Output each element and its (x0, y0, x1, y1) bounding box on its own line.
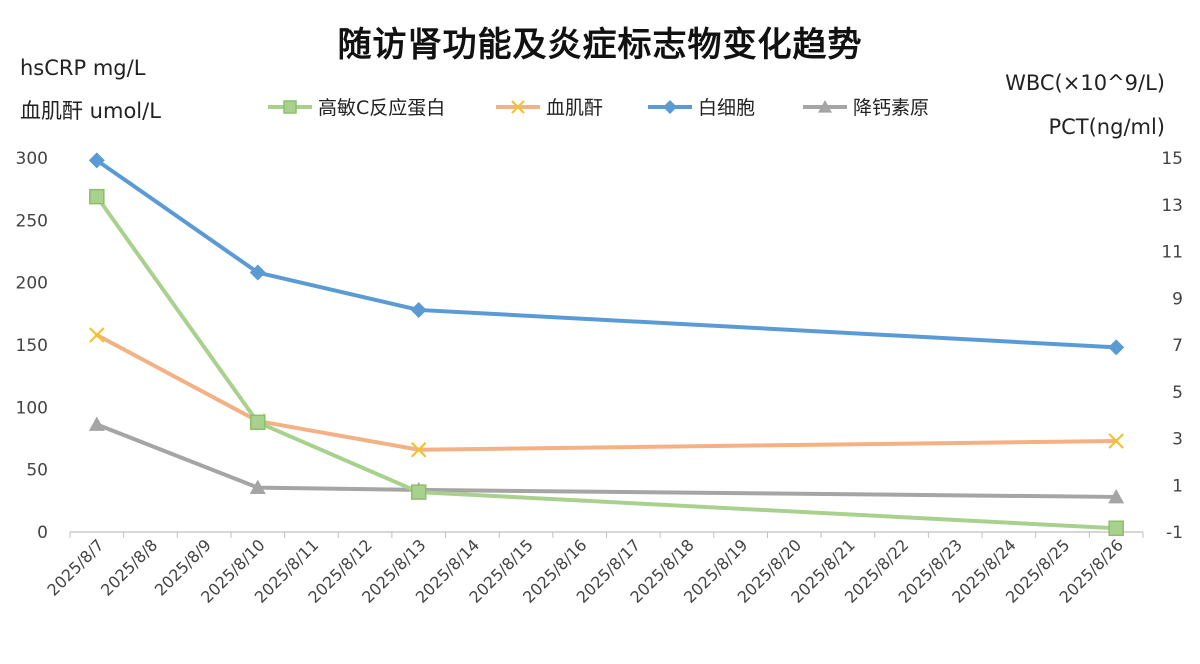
right-y-tick-label: 11 (1161, 243, 1183, 263)
data-point (249, 479, 266, 494)
series-line-2 (94, 158, 1119, 350)
right-y-tick-label: 9 (1172, 289, 1183, 309)
data-point (89, 327, 105, 343)
x-marker-stroke (1108, 433, 1124, 449)
legend-marker (818, 100, 832, 113)
axes: 2025/8/72025/8/82025/8/92025/8/102025/8/… (16, 149, 1183, 607)
right-y-tick-label: 3 (1172, 430, 1183, 450)
right-y-tick-label: 13 (1161, 196, 1183, 216)
right-axis-title-line2: PCT(ng/ml) (1048, 115, 1165, 139)
data-point (410, 441, 427, 458)
x-marker-stroke (89, 327, 105, 343)
data-point (410, 484, 427, 500)
series-line-1 (94, 333, 1119, 452)
left-y-tick-label: 250 (16, 211, 48, 231)
data-point (1108, 339, 1125, 356)
right-y-tick-label: 15 (1161, 149, 1183, 169)
series-line-3 (94, 422, 1119, 499)
left-y-tick-label: 50 (26, 461, 48, 481)
legend-marker (511, 100, 525, 114)
left-axis-title-line2: 血肌酐 umol/L (20, 99, 161, 123)
plot-area (88, 152, 1125, 537)
legend-label: 血肌酐 (546, 97, 603, 119)
right-y-tick-label: 1 (1172, 476, 1183, 496)
x-marker-stroke (410, 441, 427, 458)
right-y-tick-label: 7 (1172, 336, 1183, 356)
legend-label: 白细胞 (698, 97, 755, 119)
right-axis-title-line1: WBC(×10^9/L) (1005, 71, 1165, 95)
data-point (1108, 488, 1125, 504)
data-point (410, 301, 427, 318)
legend-marker (663, 100, 677, 114)
data-point (89, 188, 105, 205)
chart-title: 随访肾功能及炎症标志物变化趋势 (338, 25, 863, 65)
x-tick-label: 2025/8/8 (97, 535, 161, 599)
legend-marker (283, 100, 297, 114)
legend: 高敏C反应蛋白 血肌酐 白细胞 降钙素原 (268, 97, 929, 119)
x-tick-label: 2025/8/7 (43, 535, 107, 599)
right-y-tick-label: 5 (1172, 383, 1183, 403)
left-y-tick-label: 300 (16, 149, 48, 169)
data-point (250, 414, 266, 431)
left-y-tick-label: 100 (16, 398, 48, 418)
data-point (249, 264, 266, 281)
right-y-tick-label: -1 (1166, 523, 1183, 543)
left-y-tick-label: 200 (16, 274, 48, 294)
data-point (88, 416, 105, 431)
data-point (88, 152, 105, 169)
legend-label: 高敏C反应蛋白 (318, 97, 445, 119)
x-marker-stroke (511, 100, 525, 114)
left-y-tick-label: 150 (16, 336, 48, 356)
data-point (1108, 433, 1124, 449)
legend-label: 降钙素原 (853, 97, 929, 119)
left-axis-title-line1: hsCRP mg/L (20, 56, 146, 80)
data-point (1108, 520, 1124, 537)
left-y-tick-label: 0 (37, 523, 48, 543)
series-line-0 (94, 194, 1119, 531)
